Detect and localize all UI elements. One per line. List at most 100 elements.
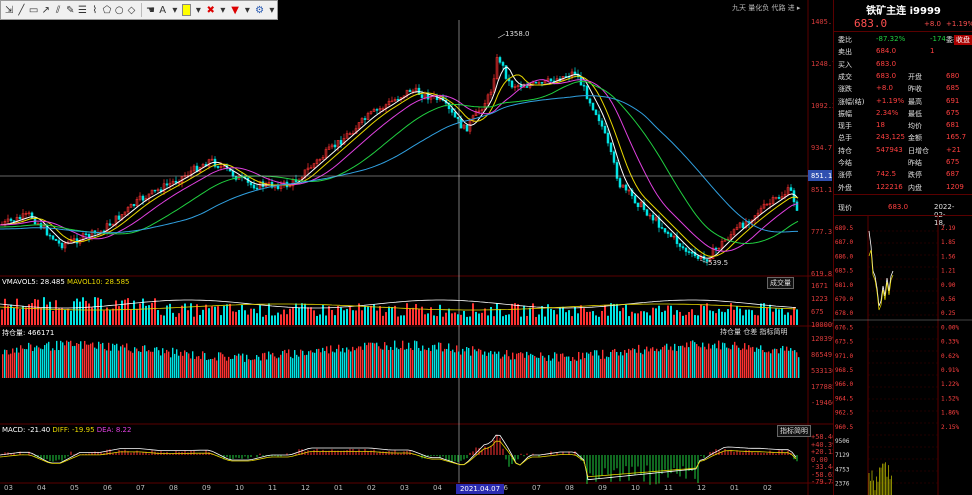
date-tick: 04 xyxy=(37,484,46,492)
mini-axis-right-tick: 2.19 xyxy=(941,225,956,232)
oi-bar xyxy=(46,343,48,378)
oi-bar xyxy=(372,342,374,378)
candle-body xyxy=(72,238,76,240)
candle-body xyxy=(381,108,385,110)
volume-bar xyxy=(406,303,408,325)
line-icon[interactable]: ╱ xyxy=(18,4,25,16)
dropdown-arrow-icon[interactable]: ▾ xyxy=(244,4,250,16)
arrow-icon[interactable]: ↗ xyxy=(41,4,51,16)
oi-bar xyxy=(634,349,636,378)
top-menu[interactable]: 九天 量化负 代路 进 ▸ xyxy=(732,4,801,12)
cursor-icon[interactable]: ⇲ xyxy=(4,4,14,16)
candle-body xyxy=(306,167,310,171)
quote-row: 振幅 2.34% 最低 675 xyxy=(838,109,972,120)
settings-icon[interactable]: ⚙ xyxy=(255,4,265,16)
macd-info-button[interactable]: 指标简明 xyxy=(777,425,811,437)
oi-bar xyxy=(128,350,130,378)
volume-indicator-button[interactable]: 成交量 xyxy=(767,277,794,289)
volume-bar xyxy=(745,309,747,325)
brush-icon[interactable]: ⌇ xyxy=(92,4,98,16)
rect-icon[interactable]: ▭ xyxy=(28,4,39,16)
dropdown-arrow-icon[interactable]: ▾ xyxy=(269,4,275,16)
volume-bar xyxy=(109,309,111,325)
polygon-icon[interactable]: ⬠ xyxy=(102,4,112,16)
quote-value: 122216 xyxy=(876,182,903,191)
oi-bar xyxy=(460,354,462,378)
volume-bar xyxy=(232,311,234,325)
oi-bar xyxy=(192,351,194,378)
volume-bar xyxy=(715,313,717,325)
oi-bar xyxy=(256,355,258,378)
candle-body xyxy=(117,215,121,220)
parallel-icon[interactable]: ⫽ xyxy=(55,4,61,16)
oi-bar xyxy=(242,353,244,378)
open-interest-tabs[interactable]: 持仓量 仓差 指标简明 xyxy=(720,327,787,337)
volume-bar xyxy=(97,297,99,325)
dropdown-arrow-icon[interactable]: ▾ xyxy=(220,4,226,16)
dropdown-arrow-icon[interactable]: ▾ xyxy=(195,4,201,16)
oi-bar xyxy=(140,351,142,378)
oi-bar xyxy=(118,350,120,378)
candle-body xyxy=(312,163,316,168)
macd-axis-tick: -79.78 xyxy=(811,478,837,486)
bookmark-icon[interactable]: ▼ xyxy=(231,4,239,16)
volume-bar xyxy=(673,314,675,325)
volume-bar xyxy=(25,307,27,325)
volume-bar xyxy=(460,314,462,325)
price-axis-tick: 777.3 xyxy=(811,228,833,236)
oi-bar xyxy=(318,348,320,378)
candle-body xyxy=(771,197,775,204)
quote-label: 最低 xyxy=(908,109,922,118)
quote-row: 持仓 547943 日增仓 +21 xyxy=(838,146,972,157)
oi-bar xyxy=(676,350,678,378)
candle-body xyxy=(513,86,517,88)
oi-bar xyxy=(506,350,508,378)
oi-bar xyxy=(384,342,386,378)
volume-bar xyxy=(610,303,612,325)
tab-open-interest[interactable]: 持仓量 xyxy=(720,328,741,336)
oi-bar xyxy=(378,346,380,378)
candle-body xyxy=(108,223,112,226)
oi-bar xyxy=(194,358,196,378)
circle-icon[interactable]: ○ xyxy=(114,4,124,16)
oi-bar xyxy=(782,345,784,378)
oi-bar xyxy=(512,352,514,378)
tab-position-diff[interactable]: 仓差 xyxy=(743,328,758,336)
kline-chart[interactable]: 851.1 1358.0 539.5 xyxy=(0,0,833,495)
dropdown-arrow-icon[interactable]: ▾ xyxy=(172,4,178,16)
volume-bar xyxy=(262,316,264,325)
oi-bar xyxy=(478,348,480,378)
oi-bar xyxy=(386,345,388,378)
candle-body xyxy=(60,243,64,249)
oi-bar xyxy=(370,342,372,378)
color-swatch[interactable] xyxy=(182,4,192,16)
candle-body xyxy=(363,118,367,120)
volume-bar xyxy=(733,309,735,325)
pointer-icon[interactable]: ☚ xyxy=(145,4,155,16)
oi-bar xyxy=(170,357,172,378)
volume-bar xyxy=(307,307,309,325)
candle-body xyxy=(684,247,688,252)
text-tool-button[interactable]: A xyxy=(159,4,167,16)
pencil-icon[interactable]: ✎ xyxy=(66,4,75,16)
candle-body xyxy=(123,211,127,215)
oi-bar xyxy=(234,355,236,378)
volume-bar xyxy=(28,304,30,325)
volume-bar xyxy=(739,308,741,325)
volume-bar xyxy=(301,303,303,325)
volume-bar xyxy=(250,308,252,325)
oi-bar xyxy=(204,353,206,378)
oi-bar xyxy=(380,348,382,378)
candle-body xyxy=(288,185,292,188)
oi-bar xyxy=(42,349,44,378)
delete-icon[interactable]: ✖ xyxy=(206,4,215,16)
ellipse-icon[interactable]: ◇ xyxy=(127,4,136,16)
fib-icon[interactable]: ☰ xyxy=(78,4,87,16)
volume-bar xyxy=(499,309,501,325)
oi-bar xyxy=(28,342,30,378)
oi-bar xyxy=(270,354,272,378)
candle-body xyxy=(651,214,655,221)
macd-axis-tick: +40.39 xyxy=(811,440,837,449)
oi-bar xyxy=(316,349,318,378)
tab-indicator-info[interactable]: 指标简明 xyxy=(759,328,788,336)
